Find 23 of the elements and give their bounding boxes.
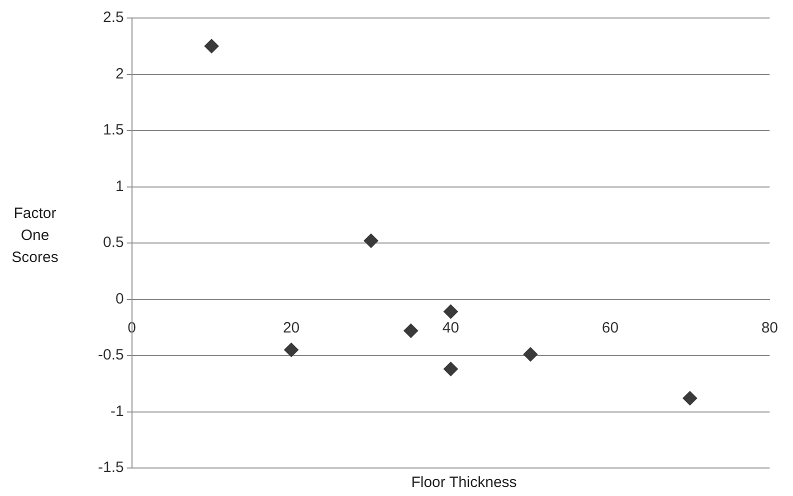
y-tick-label: -0.5 — [98, 346, 124, 364]
x-tick-label: 40 — [442, 319, 460, 336]
y-tick-label: 0 — [116, 290, 124, 308]
y-tick-label: 1 — [116, 178, 124, 195]
y-tick-label: 2 — [116, 65, 124, 82]
x-axis-title: Floor Thickness — [410, 474, 518, 491]
x-tick-label: 20 — [282, 319, 300, 336]
point — [523, 347, 538, 362]
x-tick-label: 80 — [761, 319, 778, 336]
y-tick-label: 2.5 — [102, 9, 124, 26]
y-axis-title: Factor One Scores — [10, 204, 60, 268]
x-tick-label: 60 — [602, 319, 619, 336]
point — [364, 234, 378, 248]
point — [444, 304, 458, 319]
point — [404, 324, 418, 338]
point — [444, 362, 458, 376]
y-tick-label: 1.5 — [102, 122, 124, 139]
y-tick-label: -1.5 — [98, 459, 124, 476]
point — [682, 391, 697, 406]
y-tick-label: -1 — [110, 402, 124, 420]
point — [204, 39, 219, 54]
point — [284, 342, 298, 357]
y-tick-label: 0.5 — [102, 234, 124, 252]
